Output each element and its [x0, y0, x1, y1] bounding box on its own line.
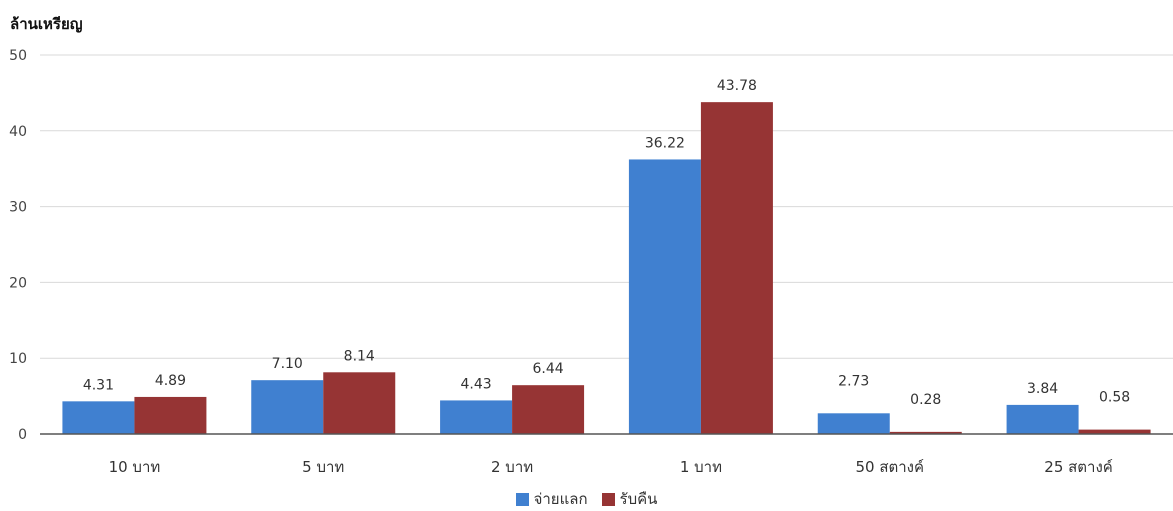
data-label: 4.89 [155, 373, 186, 389]
bar-series-1 [817, 413, 890, 434]
y-tick-label: 40 [9, 124, 27, 140]
data-label: 3.84 [1027, 381, 1058, 397]
legend-label-series-1: จ่ายแลก [533, 490, 588, 508]
data-label: 43.78 [717, 78, 757, 94]
bar-series-1 [1006, 404, 1079, 434]
data-label: 0.58 [1099, 390, 1130, 406]
x-tick-label: 10 บาท [109, 458, 161, 476]
x-tick-label: 1 บาท [680, 458, 722, 476]
bar-series-1 [440, 400, 513, 434]
bar-series-2 [1078, 429, 1151, 434]
bar-series-1 [628, 159, 701, 434]
data-label: 8.14 [344, 348, 375, 364]
data-label: 4.43 [460, 376, 491, 392]
x-tick-label: 5 บาท [302, 458, 344, 476]
bar-series-1 [251, 380, 324, 434]
bar-series-2 [700, 102, 773, 435]
y-tick-labels: 0 10 20 30 40 50 [9, 48, 27, 443]
data-labels: 4.31 4.89 7.10 8.14 4.43 6.44 36.22 43.78 2.73 0.… [83, 78, 1130, 408]
bars [62, 102, 1151, 435]
legend-label-series-2: รับคืน [619, 490, 658, 508]
x-tick-labels: 10 บาท 5 บาท 2 บาท 1 บาท 50 สตางค์ 25 สตางค์ [109, 458, 1113, 476]
bar-series-2 [323, 372, 396, 434]
data-label: 4.31 [83, 377, 114, 393]
data-label: 7.10 [272, 356, 303, 372]
x-tick-label: 50 สตางค์ [855, 458, 924, 476]
data-label: 36.22 [645, 135, 685, 151]
x-tick-label: 25 สตางค์ [1044, 458, 1113, 476]
legend-swatch-series-2 [601, 492, 615, 506]
y-tick-label: 0 [18, 427, 27, 443]
data-label: 6.44 [532, 361, 563, 377]
bar-series-2 [512, 385, 585, 434]
y-tick-label: 30 [9, 200, 27, 216]
bar-series-1 [62, 401, 135, 434]
bar-series-2 [889, 431, 962, 434]
y-tick-label: 50 [9, 48, 27, 64]
data-label: 0.28 [910, 392, 941, 408]
legend: จ่ายแลก รับคืน [0, 487, 1173, 511]
bar-series-2 [134, 396, 207, 434]
grid-lines [40, 54, 1173, 359]
y-tick-label: 10 [9, 351, 27, 367]
data-label: 2.73 [838, 373, 869, 389]
legend-item-series-2[interactable]: รับคืน [601, 487, 658, 511]
legend-item-series-1[interactable]: จ่ายแลก [515, 487, 588, 511]
legend-swatch-series-1 [515, 492, 529, 506]
y-axis-unit-label: ล้านเหรียญ [10, 15, 83, 33]
x-tick-label: 2 บาท [491, 458, 533, 476]
y-tick-label: 20 [9, 275, 27, 291]
